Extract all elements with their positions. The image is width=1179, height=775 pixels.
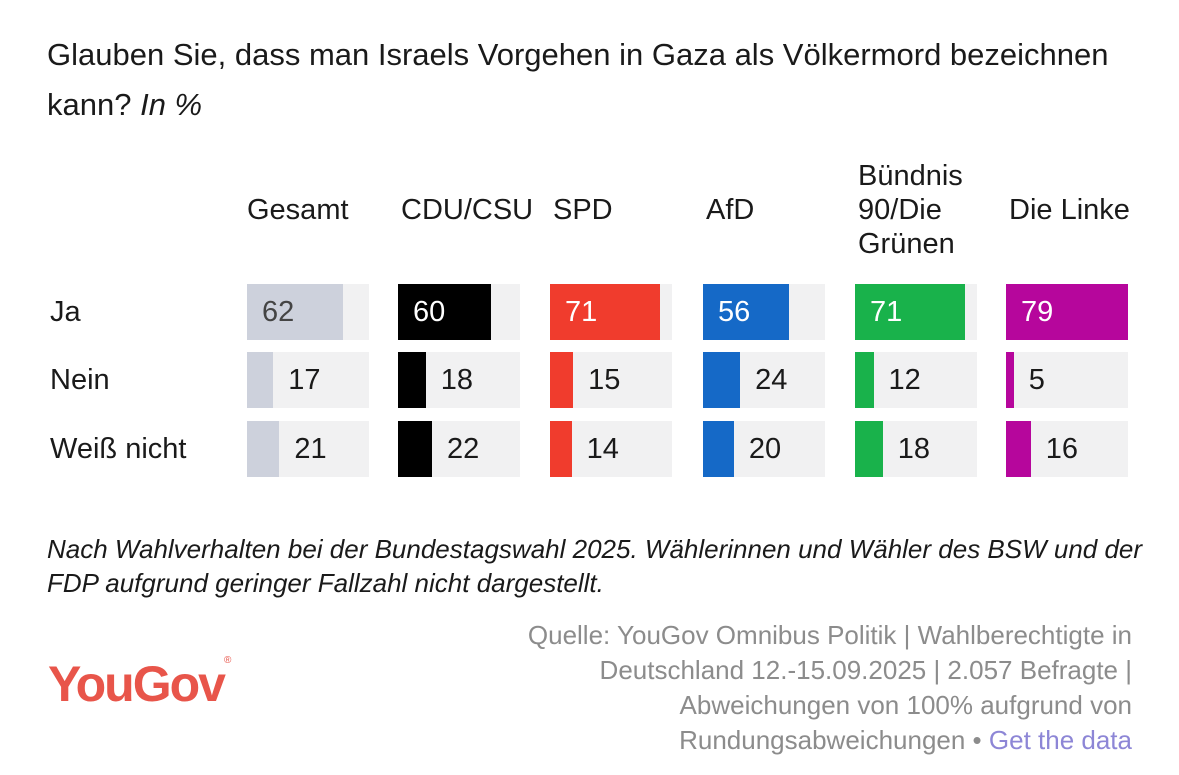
data-label: 5 (1028, 364, 1045, 396)
data-label: 18 (440, 364, 474, 396)
table-cell: 71 (550, 284, 672, 340)
column-header: Bündnis 90/Die Grünen (858, 160, 963, 260)
bar (703, 284, 790, 340)
bar (247, 284, 343, 340)
data-label: 60 (413, 296, 446, 328)
table-cell: 22 (398, 421, 520, 477)
data-label: 15 (588, 364, 621, 396)
data-label: 71 (870, 296, 903, 328)
table-cell: 17 (247, 352, 369, 408)
column-header: SPD (553, 194, 613, 226)
table-cell: 5 (1006, 352, 1128, 408)
bar (247, 421, 280, 477)
title-unit: In % (140, 87, 203, 122)
table-cell: 60 (398, 284, 520, 340)
bar (1006, 421, 1031, 477)
table-cell: 20 (703, 421, 825, 477)
bar (855, 421, 883, 477)
column-header: AfD (706, 194, 755, 226)
data-label: 14 (586, 433, 619, 465)
data-label: 24 (755, 364, 788, 396)
bar (398, 352, 426, 408)
column-header: Gesamt (247, 194, 349, 226)
row-label: Weiß nicht (50, 433, 187, 465)
column-header: CDU/CSU (401, 194, 534, 226)
bar (1006, 352, 1014, 408)
bar (703, 352, 741, 408)
table-cell: 15 (550, 352, 672, 408)
bar (855, 352, 874, 408)
bar (247, 352, 274, 408)
get-the-data-link[interactable]: Get the data (988, 725, 1132, 755)
table-cell: 62 (247, 284, 369, 340)
data-label: 20 (748, 433, 782, 465)
table-cell: 18 (855, 421, 977, 477)
bar (398, 421, 432, 477)
row-label: Nein (50, 364, 110, 396)
table-cell: 16 (1006, 421, 1128, 477)
data-label: 79 (1021, 296, 1054, 328)
data-label: 71 (565, 296, 598, 328)
bar (550, 421, 572, 477)
data-label: 12 (888, 364, 921, 396)
data-label: 16 (1045, 433, 1078, 465)
data-label: 56 (718, 296, 751, 328)
table-cell: 71 (855, 284, 977, 340)
table-cell: 56 (703, 284, 825, 340)
yougov-logo: YouGov® (48, 655, 232, 712)
data-label: 17 (288, 364, 321, 396)
table-cell: 12 (855, 352, 977, 408)
table-cell: 18 (398, 352, 520, 408)
bar (550, 284, 660, 340)
bar (855, 284, 965, 340)
bar (703, 421, 734, 477)
data-label: 18 (897, 433, 931, 465)
table-cell: 21 (247, 421, 369, 477)
row-label: Ja (50, 296, 81, 328)
bar (550, 352, 574, 408)
data-label: 22 (446, 433, 480, 465)
bar (398, 284, 491, 340)
chart-title: Glauben Sie, dass man Israels Vorgehen i… (47, 37, 1109, 122)
column-header: Die Linke (1009, 194, 1130, 226)
data-label: 21 (294, 433, 327, 465)
chart-note: Nach Wahlverhalten bei der Bundestagswah… (47, 534, 1143, 598)
data-label: 62 (262, 296, 295, 328)
table-cell: 14 (550, 421, 672, 477)
table-cell: 79 (1006, 284, 1128, 340)
table-cell: 24 (703, 352, 825, 408)
bar (1006, 284, 1128, 340)
source-text: Quelle: YouGov Omnibus Politik | Wahlber… (527, 620, 1132, 755)
